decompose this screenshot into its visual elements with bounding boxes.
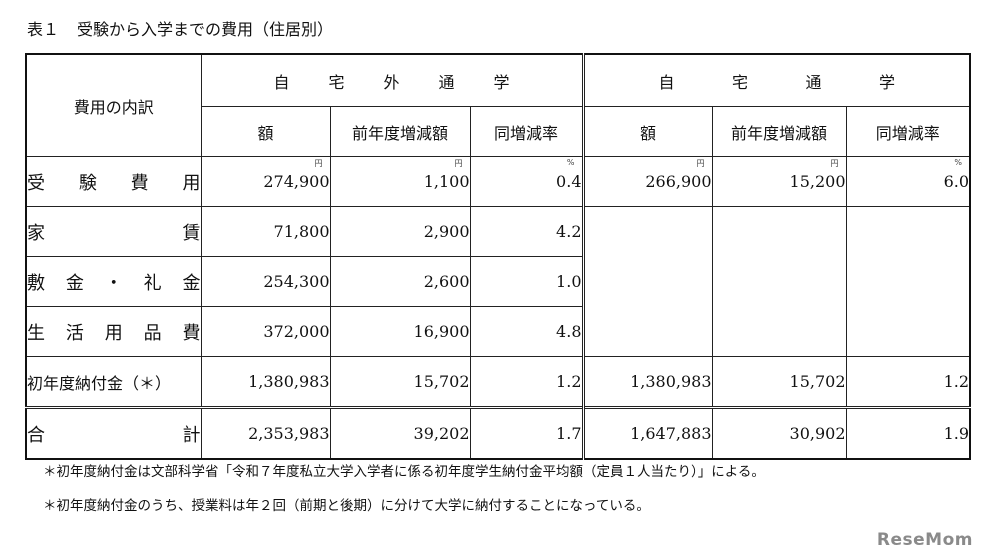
header-row-1: 費用の内訳 自 宅 外 通 学 自 宅 通 学 [25,53,971,157]
cell-value: 274,900 [263,172,330,191]
label-char: 活 [65,322,84,344]
table-cell: 2,600 [329,256,471,307]
group-char: 宅 [328,72,345,92]
table-cell: 1,647,883 [582,406,713,460]
group-char: 通 [438,72,455,92]
col-header: 前年度増減額 [711,106,847,157]
table-number: 表１ [27,20,60,39]
label-char: ・ [104,272,123,294]
watermark-logo: ReseMom [876,530,973,550]
pct-unit: % [954,158,963,167]
group-char: 学 [493,72,510,92]
table-row: 受 験 費 用 円 274,900 円 1,100 % 0.4 円 266,900 円 1… [25,156,971,207]
item-header: 費用の内訳 [25,53,202,157]
row-label: 受 験 費 用 [25,156,202,207]
table-cell: 372,000 [200,306,331,357]
label-char: 合 [27,424,45,446]
table-cell: 1.2 [469,356,585,408]
yen-unit: 円 [830,159,839,168]
row-label: 初年度納付金（＊） [25,356,202,408]
table-cell: 39,202 [329,406,471,460]
label-char: 家 [27,222,45,244]
table-cell: 2,900 [329,206,471,257]
total-row: 合 計 2,353,983 39,202 1.7 1,647,883 30,90… [25,406,971,460]
row-label: 生 活 用 品 費 [25,306,202,357]
label-char: 受 [27,172,45,194]
label-char: 賃 [182,222,201,244]
col-header: 額 [200,106,331,157]
label-char: 金 [65,272,84,294]
table-cell: 15,702 [711,356,847,408]
cell-value: 15,200 [789,172,846,191]
label-char: 品 [143,322,162,344]
table-cell: 71,800 [200,206,331,257]
yen-unit: 円 [454,159,463,168]
pct-unit: % [566,158,575,167]
footnote-1: ＊初年度納付金は文部科学省「令和７年度私立大学入学者に係る初年度学生納付金平均額… [43,464,765,480]
label-char: 用 [182,172,201,194]
footnote-2: ＊初年度納付金のうち、授業料は年２回（前期と後期）に分けて大学に納付することにな… [43,498,650,514]
table-cell: 円 266,900 [582,156,713,207]
table-cell: 円 15,200 [711,156,847,207]
col-header: 前年度増減額 [329,106,471,157]
table-title: 表１ 受験から入学までの費用（住居別） [27,16,333,40]
col-header: 同増減率 [469,106,585,157]
table-cell: 1.7 [469,406,585,460]
group-char: 自 [273,72,290,92]
empty-cell [582,206,713,357]
table-cell: % 6.0 [845,156,971,207]
yen-unit: 円 [314,159,323,168]
table-cell: 円 274,900 [200,156,331,207]
table-cell: % 0.4 [469,156,585,207]
table-cell: 15,702 [329,356,471,408]
group-char: 通 [805,72,822,92]
cell-value: 266,900 [645,172,712,191]
table-cell: 30,902 [711,406,847,460]
empty-cell [845,206,971,357]
label-char: 験 [78,172,97,194]
label-char: 用 [104,322,123,344]
table-row: 初年度納付金（＊） 1,380,983 15,702 1.2 1,380,983… [25,356,971,408]
table-row: 敷 金 ・ 礼 金 254,300 2,600 1.0 [25,256,970,307]
cost-table: 費用の内訳 自 宅 外 通 学 自 宅 通 学 額 前年度増減額 同増減率 額 … [25,53,972,460]
yen-unit: 円 [696,159,705,168]
col-header: 同増減率 [845,106,971,157]
label-char: 礼 [143,272,162,294]
table-cell: 2,353,983 [200,406,331,460]
table-cell: 円 1,100 [329,156,471,207]
table-cell: 1,380,983 [582,356,713,408]
group-char: 外 [383,72,400,92]
cell-value: 6.0 [943,172,970,191]
group-char: 自 [658,72,675,92]
table-row: 家 賃 71,800 2,900 4.2 [25,206,971,357]
table-cell: 1.0 [469,256,585,307]
label-char: 計 [182,424,201,446]
table-cell: 16,900 [329,306,471,357]
table-cell: 4.2 [469,206,585,257]
label-char: 敷 [27,272,45,294]
label-char: 生 [27,322,45,344]
group-char: 学 [879,72,896,92]
group-char: 宅 [732,72,749,92]
table-row: 生 活 用 品 費 372,000 16,900 4.8 [25,306,970,357]
label-char: 費 [182,322,201,344]
cell-value: 1,100 [423,172,470,191]
group-header-home: 自 宅 通 学 [582,53,971,107]
table-cell: 1,380,983 [200,356,331,408]
cell-value: 0.4 [556,172,582,191]
row-label: 合 計 [25,406,202,460]
row-label: 家 賃 [25,206,202,257]
empty-cell [711,206,847,357]
table-caption: 受験から入学までの費用（住居別） [77,20,334,39]
group-header-away: 自 宅 外 通 学 [200,53,585,107]
row-label: 敷 金 ・ 礼 金 [25,256,202,307]
col-header: 額 [582,106,713,157]
table-cell: 4.8 [469,306,585,357]
label-char: 金 [182,272,201,294]
header-row-2: 額 前年度増減額 同増減率 額 前年度増減額 同増減率 [26,106,971,157]
table-cell: 254,300 [200,256,331,307]
table-cell: 1.2 [845,356,971,408]
label-char: 費 [130,172,149,194]
table-cell: 1.9 [845,406,971,460]
